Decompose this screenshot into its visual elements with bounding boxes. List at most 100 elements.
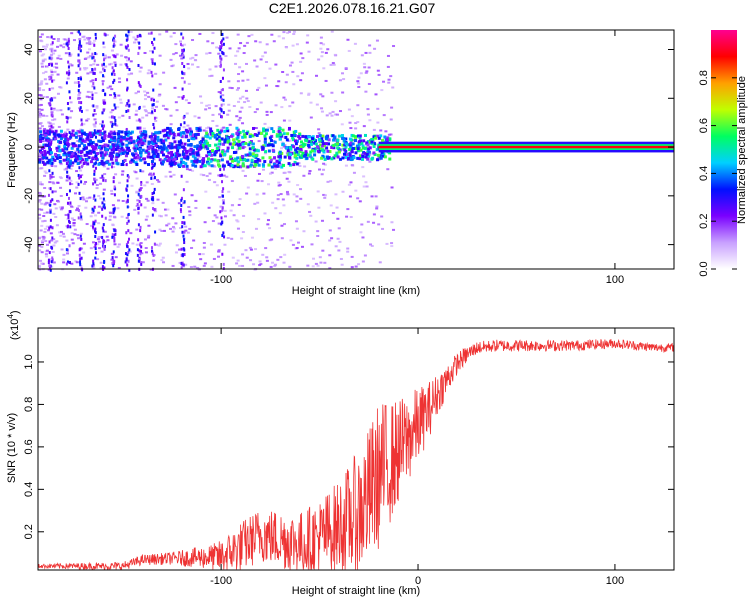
spectrogram-speckle — [111, 109, 115, 112]
spectrogram-streak — [128, 268, 131, 272]
spectrogram-speckle — [297, 241, 301, 244]
spectrogram-band-cell — [209, 132, 213, 136]
spectrogram-speckle — [99, 266, 103, 269]
spectrogram-speckle — [91, 85, 95, 88]
spectrogram-band-cell — [302, 144, 306, 148]
spectrogram-speckle — [169, 123, 173, 126]
spectrogram-speckle — [236, 87, 240, 90]
spectrogram-band-cell — [54, 129, 58, 133]
spectrogram-speckle — [93, 113, 97, 116]
spectrogram-speckle — [125, 59, 129, 62]
spectrogram-band-cell — [144, 133, 148, 137]
spectrogram-streak — [127, 219, 130, 223]
spectrogram-speckle — [289, 239, 293, 242]
spectrogram-speckle — [66, 176, 70, 179]
spectrogram-streak — [151, 50, 154, 54]
spectrogram-speckle — [259, 262, 263, 265]
spectrogram-streak — [79, 212, 82, 216]
spectrogram-band-cell — [320, 156, 324, 160]
spectrogram-speckle — [193, 115, 197, 118]
spectrogram-band-cell — [178, 143, 182, 147]
spectrogram-speckle — [236, 259, 240, 262]
spectrogram-speckle — [282, 223, 286, 226]
spectrogram-band-cell — [124, 154, 128, 158]
spectrogram-band-cell — [253, 133, 257, 137]
spectrogram-speckle — [306, 34, 310, 37]
spectrogram-streak — [94, 52, 97, 56]
spectrogram-speckle — [332, 63, 336, 66]
spectrogram-speckle — [70, 64, 74, 67]
spectrogram-band-cell — [263, 140, 267, 144]
spectrogram-speckle — [202, 241, 206, 244]
spectrogram-speckle — [299, 188, 303, 191]
spectrogram-band-cell — [287, 155, 291, 159]
spectrogram-speckle — [364, 181, 368, 184]
spectrogram-speckle — [158, 228, 162, 231]
spectrogram-band-cell — [304, 135, 308, 139]
spectrogram-streak — [113, 239, 116, 243]
spectrogram-speckle — [329, 180, 333, 183]
spectrogram-speckle — [296, 184, 300, 187]
spectrogram-speckle — [85, 197, 89, 200]
spectrogram-speckle — [148, 50, 152, 53]
spectrogram-speckle — [48, 181, 52, 184]
spectrogram-streak — [181, 263, 184, 267]
spectrogram-speckle — [286, 31, 290, 34]
spectrogram-speckle — [94, 214, 98, 217]
spectrogram-speckle — [337, 227, 341, 230]
spectrogram-speckle — [38, 127, 42, 130]
spectrogram-band-cell — [193, 156, 197, 160]
spectrogram-band-cell — [179, 131, 183, 135]
spectrogram-speckle — [204, 130, 208, 133]
spectrogram-speckle — [158, 214, 162, 217]
spectrogram-speckle — [106, 86, 110, 89]
spectrogram-speckle — [223, 243, 227, 246]
svg-text:(x104): (x104) — [6, 310, 21, 340]
spectrogram-streak — [94, 219, 97, 223]
spectrogram-band-cell — [309, 139, 313, 143]
spectrogram-speckle — [178, 248, 182, 251]
spectrogram-band-cell — [162, 153, 166, 157]
spectrogram-streak — [79, 197, 82, 201]
spectrogram-speckle — [45, 225, 49, 228]
spectrogram-band-cell — [191, 149, 195, 153]
spectrogram-speckle — [109, 94, 113, 97]
spectrogram-speckle — [368, 51, 372, 54]
spectrogram-streak — [136, 143, 139, 147]
spectrogram-speckle — [381, 227, 385, 230]
spectrogram-band-cell — [111, 161, 115, 165]
spectrogram-band-cell — [239, 165, 243, 169]
spectrogram-speckle — [362, 62, 366, 65]
spectrogram-band-cell — [255, 160, 259, 164]
spectrogram-band-cell — [270, 127, 274, 131]
spectrogram-speckle — [54, 165, 58, 168]
spectrogram-speckle — [240, 237, 244, 240]
spectrogram-speckle — [236, 80, 240, 83]
spectrogram-speckle — [212, 257, 216, 260]
spectrogram-band-cell — [38, 160, 42, 164]
spectrogram-band-cell — [325, 146, 329, 150]
spectrogram-band-cell — [178, 133, 182, 137]
spectrogram-speckle — [119, 101, 123, 104]
spectrogram-streak — [139, 169, 142, 173]
spectrogram-streak — [139, 119, 142, 123]
spectrogram-speckle — [259, 58, 263, 61]
spectrogram-speckle — [105, 235, 109, 238]
spectrogram-streak — [50, 76, 53, 80]
spectrogram-speckle — [365, 185, 369, 188]
spectrogram-band-cell — [243, 135, 247, 139]
spectrogram-band-cell — [113, 139, 117, 143]
spectrogram-streak — [137, 211, 140, 215]
spectrogram-band-cell — [313, 139, 317, 143]
spectrogram-speckle — [356, 82, 360, 85]
spectrogram-speckle — [328, 239, 332, 242]
spectrogram-speckle — [39, 81, 43, 84]
spectrogram-streak — [113, 207, 116, 211]
spectrogram-band-cell — [251, 152, 255, 156]
spectrogram-speckle — [362, 175, 366, 178]
spectrogram-band-cell — [206, 135, 210, 139]
spectrogram-streak — [181, 141, 184, 145]
spectrogram-streak — [152, 207, 155, 211]
spectrogram-streak — [94, 256, 97, 260]
spectrogram-streak — [153, 126, 156, 130]
